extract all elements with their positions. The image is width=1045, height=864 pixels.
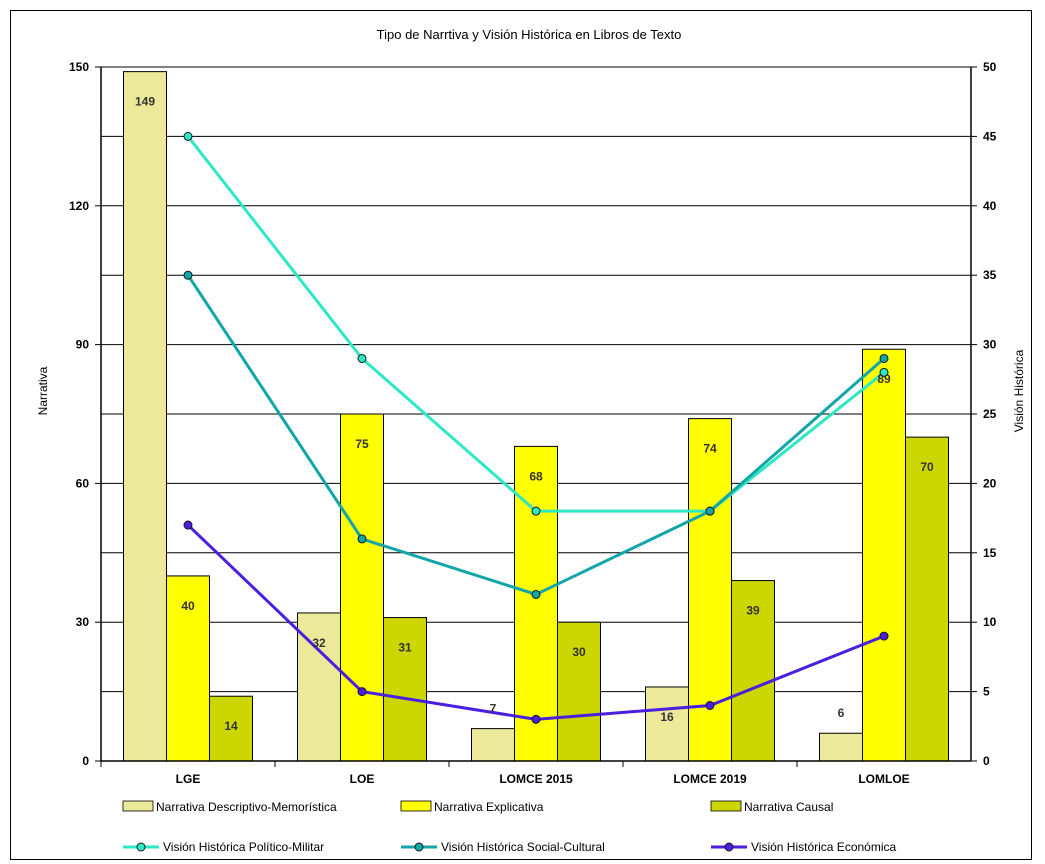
bar-data-label: 7 [490,702,497,716]
series-point [705,700,715,710]
y2-tick-label: 50 [983,60,997,74]
y2-tick-label: 10 [983,615,997,629]
bar [209,695,253,762]
series-point [531,589,541,599]
series-point [879,367,889,377]
bar-data-label: 14 [224,719,238,733]
legend-swatch [400,800,432,812]
bar-data-label: 40 [181,599,195,613]
y-tick-label: 30 [76,615,90,629]
legend-label: Visión Histórica Económica [751,840,896,854]
bar [819,732,863,762]
series-point [879,353,889,363]
legend-marker [136,842,146,852]
x-tick-label: LOMCE 2015 [499,772,573,786]
y-tick-label: 0 [82,754,89,768]
legend-label: Narrativa Descriptivo-Memorística [156,800,337,814]
bars [123,71,949,762]
bar [731,580,775,762]
bar-data-label: 70 [920,460,934,474]
bar [862,348,906,762]
y-tick-label: 150 [69,60,89,74]
y2-tick-label: 0 [983,754,990,768]
bar-data-label: 31 [398,641,412,655]
y-tick-label: 60 [76,476,90,490]
data-labels: 149 32 7 16 6 40 75 68 74 89 14 31 30 39 70 [135,95,934,734]
legend-swatch [710,800,742,812]
series-point [183,270,193,280]
bar-data-label: 39 [746,604,760,618]
x-tick-label: LGE [176,772,201,786]
series-point [357,687,367,697]
series-point [357,534,367,544]
legend-label: Narrativa Causal [744,800,833,814]
bar-data-label: 149 [135,95,155,109]
legend-label: Visión Histórica Político-Militar [163,840,324,854]
series-point [531,714,541,724]
y2-tick-label: 45 [983,129,997,143]
y-tick-label: 90 [76,338,90,352]
series-point [879,631,889,641]
axes: 0 30 60 90 120 150 0 5 10 15 20 25 30 35 40 45 50 LGE LOE L… [69,60,997,786]
chart-title: Tipo de Narrtiva y Visión Histórica en L… [377,27,682,42]
bar [123,71,167,762]
legend-swatch [122,800,154,812]
series-point [531,506,541,516]
legend-marker [724,842,734,852]
bar-data-label: 30 [572,645,586,659]
bar-data-label: 32 [312,636,326,650]
bar [340,413,384,762]
chart-svg: Tipo de Narrtiva y Visión Histórica en L… [36,27,1026,854]
bar [166,575,210,762]
legend-label: Narrativa Explicativa [434,800,544,814]
y2-tick-label: 25 [983,407,997,421]
lines [183,131,889,724]
bar-data-label: 74 [703,442,717,456]
bar [905,436,949,762]
y2-tick-label: 20 [983,476,997,490]
y2-axis-title: Visión Histórica [1012,349,1026,432]
bar [557,621,601,762]
y2-tick-label: 40 [983,199,997,213]
y-axis-title: Narrativa [36,366,50,415]
legend: Narrativa Descriptivo-Memorística Narrati… [122,800,896,854]
bar-data-label: 89 [877,372,891,386]
x-tick-label: LOMLOE [858,772,909,786]
series-point [357,353,367,363]
bar-data-label: 6 [838,706,845,720]
y2-tick-label: 35 [983,268,997,282]
y2-tick-label: 5 [983,685,990,699]
legend-marker [414,842,424,852]
bar-data-label: 75 [355,437,369,451]
series-point [183,520,193,530]
bar [383,617,427,762]
y-tick-label: 120 [69,199,89,213]
y2-tick-label: 15 [983,546,997,560]
y2-tick-label: 30 [983,338,997,352]
bar-data-label: 16 [660,710,674,724]
bar [514,445,558,762]
series-point [705,506,715,516]
x-tick-label: LOMCE 2019 [673,772,747,786]
grid-lines [101,66,971,693]
bar-data-label: 68 [529,469,543,483]
bar [645,686,689,762]
chart-frame: Tipo de Narrtiva y Visión Histórica en L… [10,10,1032,860]
x-tick-label: LOE [350,772,375,786]
legend-label: Visión Histórica Social-Cultural [441,840,605,854]
bar [471,728,515,762]
series-point [183,131,193,141]
